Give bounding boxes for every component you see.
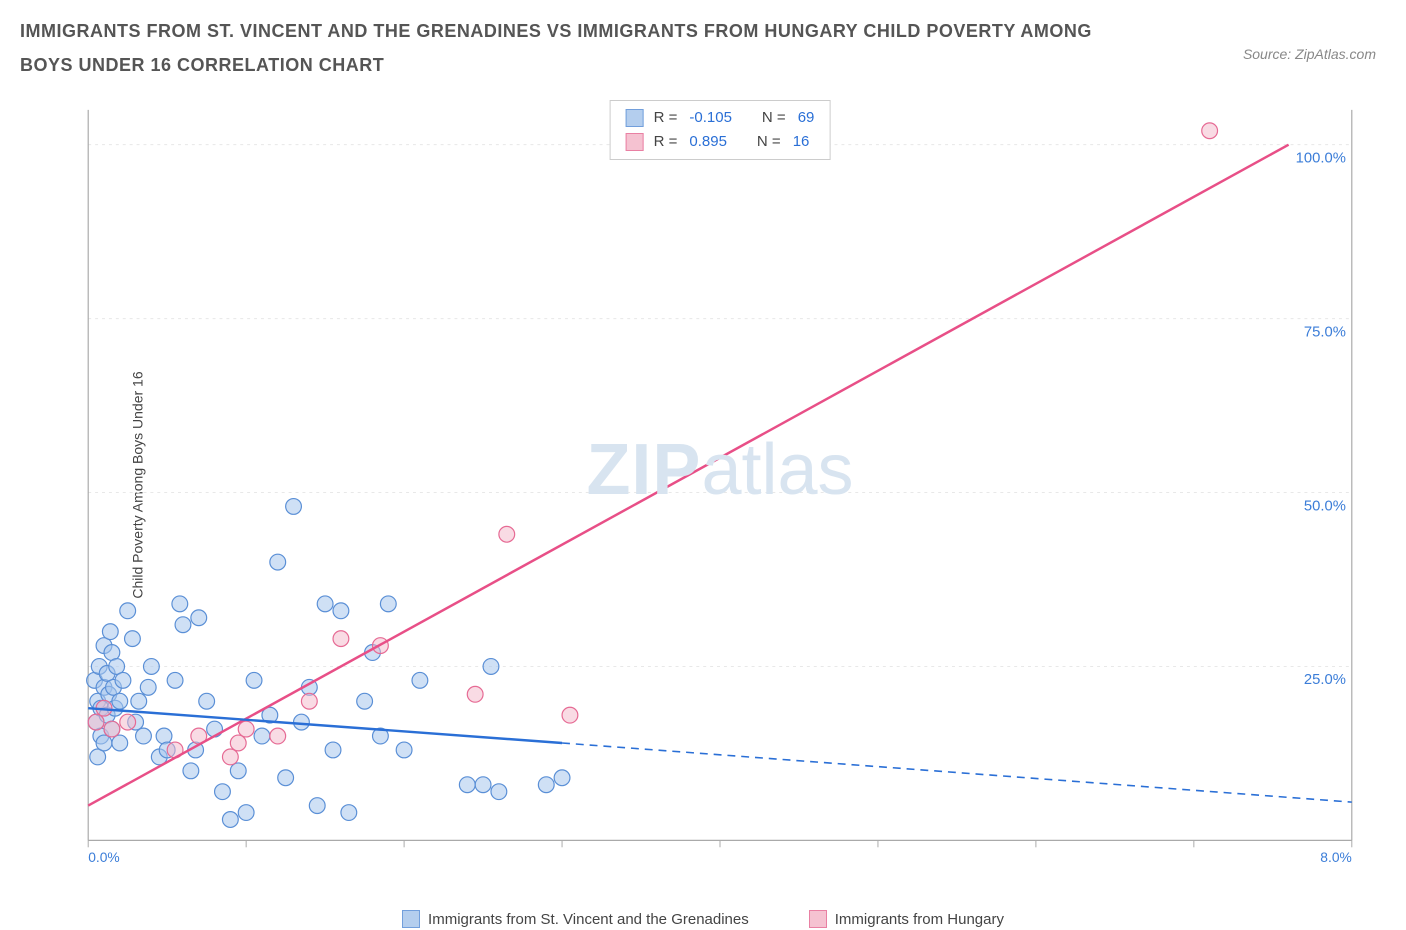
swatch-series1-icon — [402, 910, 420, 928]
scatter-plot: 0.0% 8.0% 25.0% 50.0% 75.0% 100.0% — [60, 100, 1380, 870]
r-label: R = — [654, 106, 678, 130]
svg-text:50.0%: 50.0% — [1304, 498, 1346, 514]
source-label: Source: ZipAtlas.com — [1243, 46, 1386, 62]
legend-label-series1: Immigrants from St. Vincent and the Gren… — [428, 911, 749, 928]
r-value-series2: 0.895 — [689, 130, 727, 154]
chart-area: Child Poverty Among Boys Under 16 R = -0… — [60, 100, 1380, 870]
n-label: N = — [757, 130, 781, 154]
svg-text:25.0%: 25.0% — [1304, 672, 1346, 688]
legend-item-series1: Immigrants from St. Vincent and the Gren… — [402, 910, 749, 928]
n-value-series2: 16 — [793, 130, 810, 154]
svg-text:100.0%: 100.0% — [1296, 150, 1346, 166]
svg-text:75.0%: 75.0% — [1304, 324, 1346, 340]
r-value-series1: -0.105 — [689, 106, 732, 130]
swatch-series2-icon — [626, 133, 644, 151]
swatch-series2-icon — [809, 910, 827, 928]
stats-legend: R = -0.105 N = 69 R = 0.895 N = 16 — [610, 100, 831, 160]
stats-row-series2: R = 0.895 N = 16 — [626, 130, 815, 154]
svg-text:0.0%: 0.0% — [88, 849, 119, 865]
stats-row-series1: R = -0.105 N = 69 — [626, 106, 815, 130]
legend-bottom: Immigrants from St. Vincent and the Gren… — [0, 910, 1406, 928]
legend-label-series2: Immigrants from Hungary — [835, 911, 1004, 928]
n-label: N = — [762, 106, 786, 130]
r-label: R = — [654, 130, 678, 154]
n-value-series1: 69 — [798, 106, 815, 130]
swatch-series1-icon — [626, 109, 644, 127]
legend-item-series2: Immigrants from Hungary — [809, 910, 1004, 928]
chart-title: IMMIGRANTS FROM ST. VINCENT AND THE GREN… — [20, 14, 1120, 82]
svg-text:8.0%: 8.0% — [1320, 849, 1351, 865]
